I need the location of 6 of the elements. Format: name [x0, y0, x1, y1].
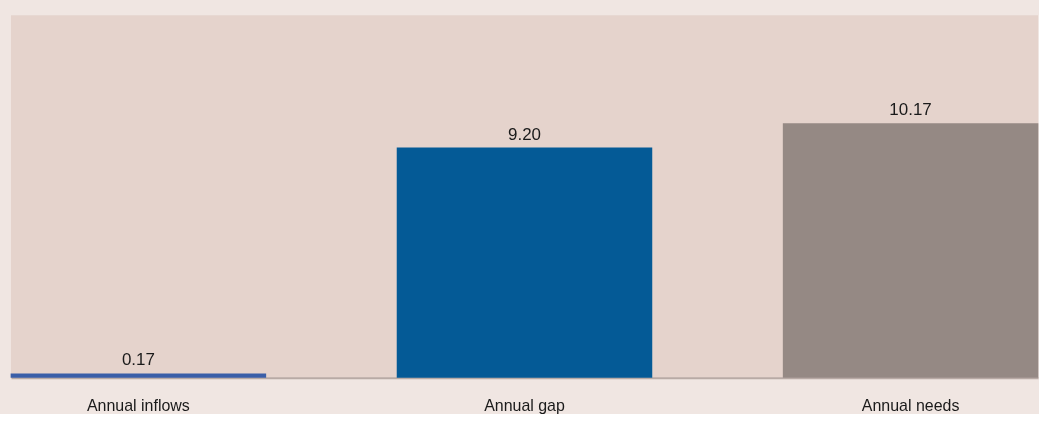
data-label: 0.17 [121, 350, 155, 370]
x-tick-label: Annual needs [861, 397, 960, 415]
x-tick-label: Annual inflows [86, 397, 190, 415]
x-tick-label: Annual gap [484, 397, 565, 415]
data-label: 9.20 [507, 124, 541, 144]
data-label: 10.17 [889, 100, 932, 120]
